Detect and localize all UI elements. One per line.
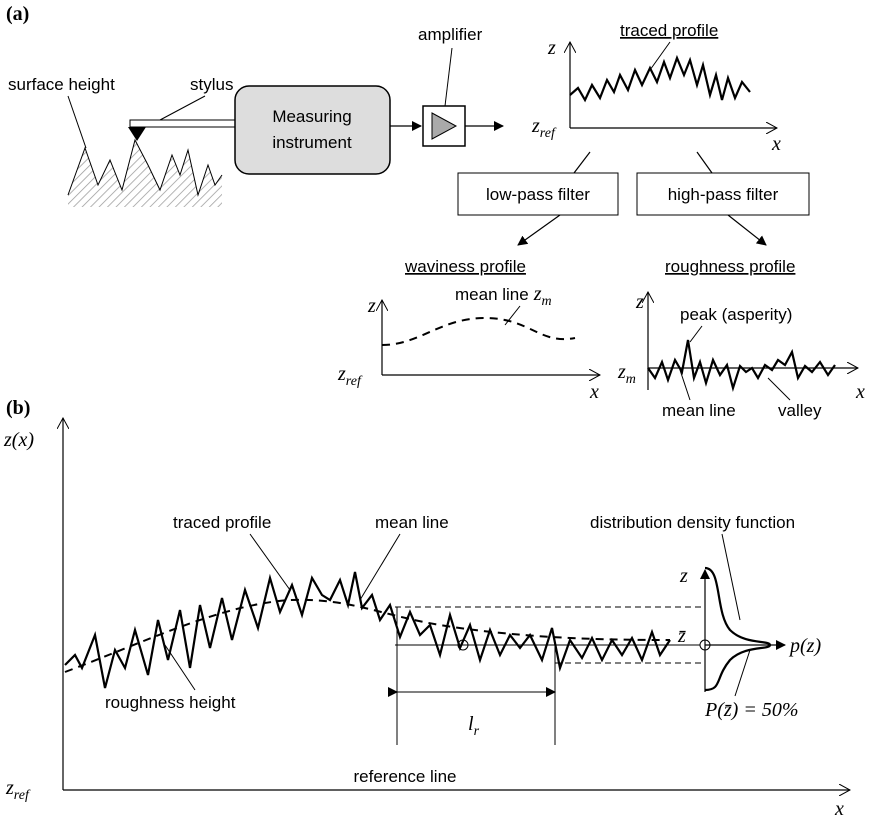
axis-label: z	[617, 361, 626, 383]
label: surface height	[8, 75, 115, 94]
label: distribution density function	[590, 513, 795, 532]
label: mean line	[375, 513, 449, 532]
plot-title: traced profile	[620, 21, 718, 40]
label: lr	[468, 713, 480, 739]
connector	[697, 152, 712, 173]
profile	[570, 58, 750, 100]
label: amplifier	[418, 25, 483, 44]
axis-label: x	[855, 381, 865, 403]
axis-label: x	[834, 798, 844, 820]
panel-label: (b)	[6, 397, 30, 419]
stylus-tip	[128, 127, 146, 141]
label: Measuring	[272, 107, 351, 126]
axis-label: zref	[5, 777, 31, 803]
plot-title: roughness profile	[665, 257, 795, 276]
leader	[768, 378, 790, 400]
instrument-box	[235, 86, 390, 174]
axis-label: x	[771, 133, 781, 155]
axis-label: z(x)	[3, 429, 34, 451]
connector	[574, 152, 590, 173]
label: valley	[778, 401, 822, 420]
density-curve	[705, 568, 770, 690]
axis-label: m	[626, 372, 636, 387]
axis-label: z̄	[677, 625, 686, 647]
axis-label: z	[679, 565, 688, 587]
mean-line	[382, 318, 575, 345]
axis-label: z	[367, 295, 376, 317]
profile	[648, 340, 835, 388]
label: traced profile	[173, 513, 271, 532]
axis-label: p(z)	[788, 635, 821, 657]
axis-label: z	[635, 291, 644, 313]
leader	[445, 48, 452, 106]
arrow	[728, 215, 766, 245]
profile	[65, 572, 670, 688]
label: reference line	[353, 767, 456, 786]
axis-label: z	[531, 115, 540, 137]
label: roughness height	[105, 693, 236, 712]
label: mean line	[662, 401, 736, 420]
axis-label: zref	[337, 363, 363, 389]
leader	[690, 326, 702, 342]
label: stylus	[190, 75, 233, 94]
label: r	[474, 724, 480, 739]
panel-label: (a)	[6, 3, 29, 25]
axis-label: zm	[617, 361, 636, 387]
leader	[650, 42, 670, 70]
label: mean line	[455, 285, 529, 304]
plot-title: waviness profile	[404, 257, 526, 276]
stylus-arm	[130, 120, 236, 127]
leader	[505, 306, 520, 325]
axis-label: z	[547, 37, 556, 59]
arrow	[518, 215, 560, 245]
leader	[160, 96, 205, 120]
surface-hatch	[68, 140, 222, 207]
leader	[360, 534, 400, 600]
leader	[68, 96, 86, 148]
axis-label: zref	[531, 115, 557, 141]
label: low-pass filter	[486, 185, 590, 204]
diagram: (a) surface height stylus Measuring inst…	[0, 0, 871, 822]
label: z	[533, 283, 542, 305]
label: instrument	[272, 133, 352, 152]
axis-label: z	[5, 777, 14, 799]
label: m	[542, 294, 552, 309]
axis-label: ref	[540, 126, 557, 141]
leader	[735, 650, 750, 696]
label: P(z̄) = 50%	[704, 699, 798, 721]
axis-label: ref	[346, 374, 363, 389]
leader	[722, 534, 740, 620]
axis-label: z	[337, 363, 346, 385]
label: peak (asperity)	[680, 305, 792, 324]
label: high-pass filter	[668, 185, 779, 204]
axis-label: x	[589, 381, 599, 403]
axis-label: ref	[14, 788, 31, 803]
leader	[680, 370, 690, 400]
